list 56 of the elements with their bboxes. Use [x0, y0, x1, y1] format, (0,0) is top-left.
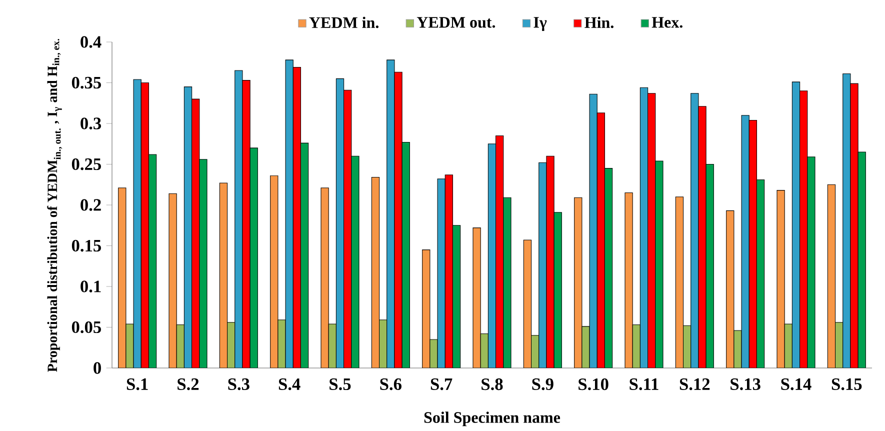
bar [834, 322, 844, 368]
bar [250, 148, 258, 368]
legend-label: YEDM out. [416, 17, 496, 28]
bar [784, 324, 792, 368]
bar [480, 334, 488, 368]
x-tick-label: S.6 [380, 378, 402, 390]
bar [452, 225, 461, 368]
y-tick-label: 0.35 [72, 77, 101, 89]
y-tick-label: 0.25 [72, 158, 101, 170]
bar [351, 156, 360, 368]
y-tick-label: 0.1 [80, 280, 101, 293]
bar [655, 160, 664, 368]
x-tick-label: S.12 [680, 378, 710, 390]
x-tick-label: S.3 [228, 378, 250, 390]
bar [300, 142, 309, 368]
x-tick-label: S.10 [578, 378, 608, 390]
bar [554, 212, 562, 368]
legend-label: Iγ [534, 17, 547, 32]
bar [503, 198, 512, 368]
x-tick-label: S.15 [832, 378, 862, 390]
legend-label: Hin. [584, 16, 614, 28]
y-tick-label: 0 [94, 362, 101, 374]
x-tick-label: S.13 [730, 378, 760, 390]
bar [402, 142, 410, 368]
bar [858, 152, 866, 368]
x-tick-label: S.1 [126, 378, 148, 390]
x-axis-title: Soil Specimen name [424, 412, 560, 426]
bar [176, 324, 184, 368]
bar [604, 168, 613, 368]
y-tick-label: 0.2 [80, 199, 101, 212]
y-tick-label: 0.4 [80, 36, 102, 48]
y-axis-title: $\text{Proportional distribution of YEDM}_{\text{in., out.}}\text{ , I}_{\text{γ}}\text{ and H}_{\text{in., ex.}}$ [47, 39, 62, 372]
bar [756, 180, 765, 368]
x-tick-label: S.9 [532, 378, 554, 390]
bar [148, 154, 157, 368]
bar [227, 322, 236, 368]
bar [199, 159, 208, 368]
y-tick-label: 0.15 [72, 240, 101, 252]
bar [706, 164, 714, 368]
x-tick-label: S.8 [482, 378, 503, 390]
bar [682, 326, 692, 368]
x-tick-label: S.14 [781, 378, 812, 390]
x-tick-label: S.2 [178, 378, 199, 390]
legend-label: Hex. [652, 17, 682, 28]
legend-label: YEDM in. [309, 16, 378, 28]
bar [328, 324, 336, 368]
x-tick-label: S.5 [330, 378, 351, 390]
bar [807, 156, 816, 368]
bar [531, 335, 540, 368]
x-tick-label: S.4 [278, 378, 300, 390]
bar [379, 320, 388, 368]
y-tick-label: 0.3 [80, 118, 102, 130]
x-tick-label: S.11 [630, 378, 658, 390]
y-tick-label: 0.05 [72, 322, 101, 334]
bar [632, 324, 640, 368]
x-tick-label: S.7 [430, 378, 452, 390]
